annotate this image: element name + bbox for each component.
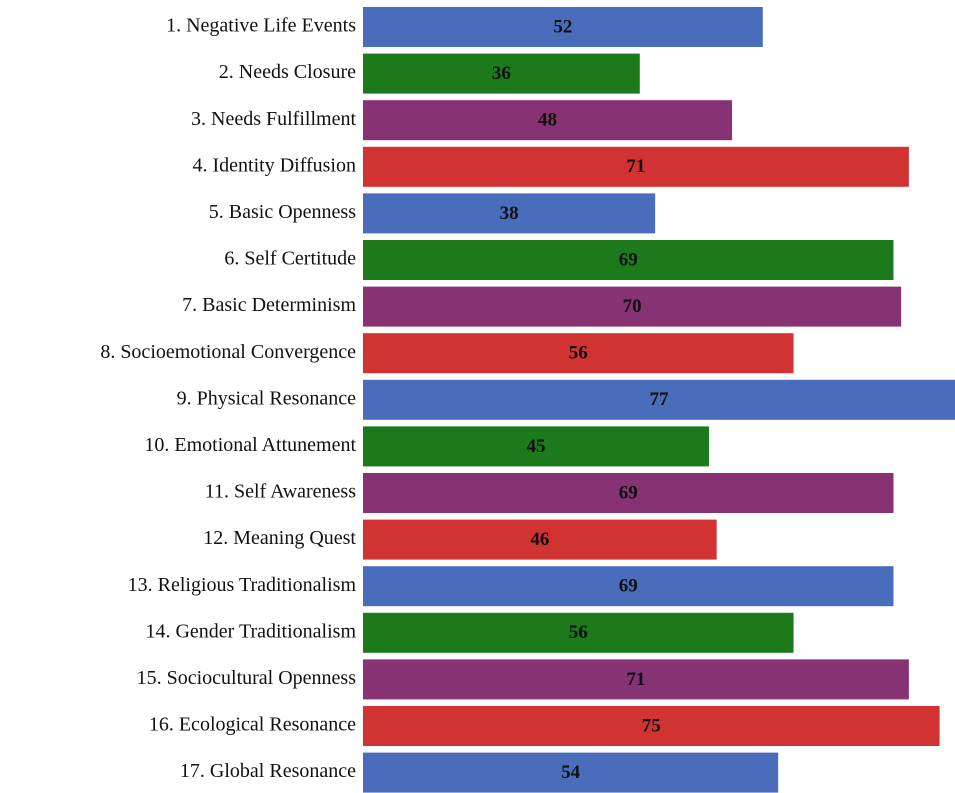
bar bbox=[363, 240, 894, 280]
category-label: 10. Emotional Attunement bbox=[144, 434, 356, 456]
bar bbox=[363, 426, 709, 467]
category-label: 11. Self Awareness bbox=[205, 481, 356, 503]
value-label: 52 bbox=[553, 16, 572, 37]
category-label: 16. Ecological Resonance bbox=[149, 714, 356, 736]
value-label: 70 bbox=[623, 296, 642, 317]
bar bbox=[363, 7, 763, 47]
value-label: 69 bbox=[619, 249, 638, 270]
bar bbox=[363, 286, 902, 327]
bar bbox=[363, 706, 940, 746]
bar bbox=[363, 379, 955, 420]
value-label: 38 bbox=[500, 203, 519, 224]
bar bbox=[363, 333, 794, 374]
value-label: 46 bbox=[530, 529, 549, 550]
category-label: 5. Basic Openness bbox=[209, 201, 356, 223]
value-label: 71 bbox=[626, 156, 645, 177]
category-label: 4. Identity Diffusion bbox=[192, 154, 356, 176]
bar bbox=[363, 53, 640, 94]
category-label: 14. Gender Traditionalism bbox=[145, 620, 356, 642]
category-label: 13. Religious Traditionalism bbox=[128, 574, 357, 596]
category-label: 1. Negative Life Events bbox=[166, 15, 356, 37]
category-label: 15. Sociocultural Openness bbox=[137, 667, 357, 689]
value-label: 71 bbox=[626, 669, 645, 690]
value-label: 54 bbox=[561, 762, 581, 783]
value-label: 36 bbox=[492, 63, 511, 84]
value-label: 45 bbox=[526, 436, 545, 457]
category-label: 2. Needs Closure bbox=[219, 61, 356, 83]
bar bbox=[363, 752, 779, 793]
category-label: 6. Self Certitude bbox=[224, 248, 356, 270]
bar bbox=[363, 519, 717, 560]
value-label: 69 bbox=[619, 482, 638, 503]
category-label: 7. Basic Determinism bbox=[182, 294, 356, 316]
bar bbox=[363, 473, 894, 513]
category-label: 9. Physical Resonance bbox=[177, 387, 357, 409]
value-label: 56 bbox=[569, 343, 588, 364]
value-label: 69 bbox=[619, 576, 638, 597]
bar bbox=[363, 193, 656, 234]
value-label: 77 bbox=[650, 389, 670, 410]
bar bbox=[363, 146, 909, 187]
bar bbox=[363, 566, 894, 607]
bar bbox=[363, 100, 733, 141]
bar bbox=[363, 659, 909, 700]
category-label: 12. Meaning Quest bbox=[203, 527, 356, 549]
category-label: 17. Global Resonance bbox=[180, 760, 356, 782]
category-label: 8. Socioemotional Convergence bbox=[100, 341, 356, 363]
value-label: 75 bbox=[642, 715, 661, 736]
value-label: 56 bbox=[569, 622, 588, 643]
bar bbox=[363, 612, 794, 653]
category-label: 3. Needs Fulfillment bbox=[191, 108, 356, 130]
value-label: 48 bbox=[538, 110, 557, 131]
